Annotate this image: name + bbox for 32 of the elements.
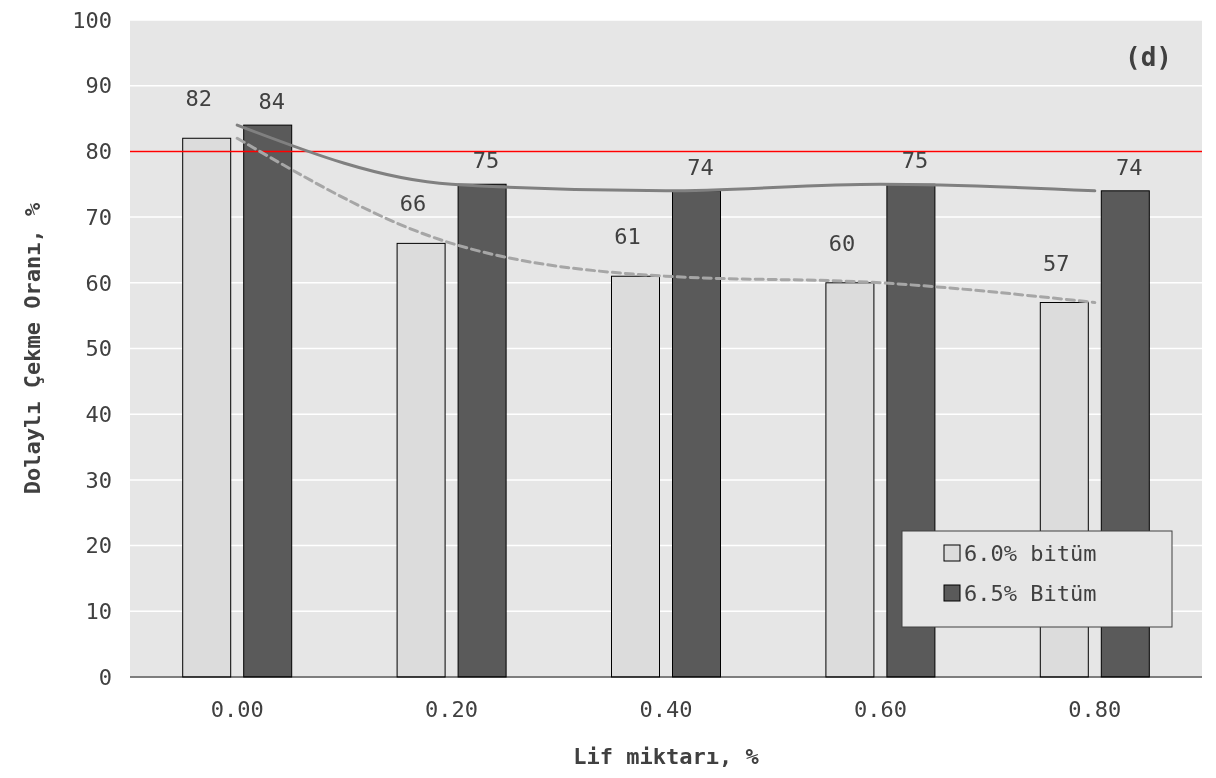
line-series [235, 136, 1097, 305]
x-tick-label: 0.80 [1068, 697, 1122, 722]
y-tick-label: 70 [85, 204, 112, 230]
legend-label: 6.5% Bitüm [964, 580, 1097, 606]
data-label: 61 [614, 224, 641, 250]
data-label: 84 [258, 89, 285, 115]
y-tick-label: 100 [72, 7, 112, 33]
data-label: 74 [1116, 154, 1143, 180]
data-label: 82 [185, 86, 212, 112]
x-tick-label: 0.00 [210, 697, 264, 722]
y-tick-label: 20 [85, 533, 112, 559]
data-label: 66 [399, 191, 427, 217]
y-tick-label: 80 [85, 139, 112, 165]
y-tick-label: 10 [85, 599, 112, 624]
y-tick-label: 0 [98, 664, 112, 690]
x-tick-label: 0.20 [425, 697, 479, 722]
data-label: 75 [901, 148, 929, 174]
y-tick-label: 50 [85, 336, 112, 362]
y-tick-label: 90 [85, 73, 112, 99]
x-tick-label: 0.60 [853, 697, 907, 722]
legend-label: 6.0% bitüm [964, 540, 1097, 566]
y-tick-label: 60 [85, 270, 112, 296]
y-tick-label: 40 [85, 401, 112, 427]
annotation: (d) [1125, 42, 1172, 72]
data-label: 75 [472, 148, 500, 174]
y-tick-label: 30 [85, 467, 112, 493]
x-tick-label: 0.40 [639, 697, 693, 722]
x-axis-title: Lif miktarı, % [573, 744, 760, 769]
data-label: 60 [828, 230, 856, 256]
data-label: 74 [687, 154, 714, 180]
y-axis-title: Dolaylı Çekme Oranı, % [20, 202, 45, 495]
data-label: 57 [1043, 250, 1070, 276]
